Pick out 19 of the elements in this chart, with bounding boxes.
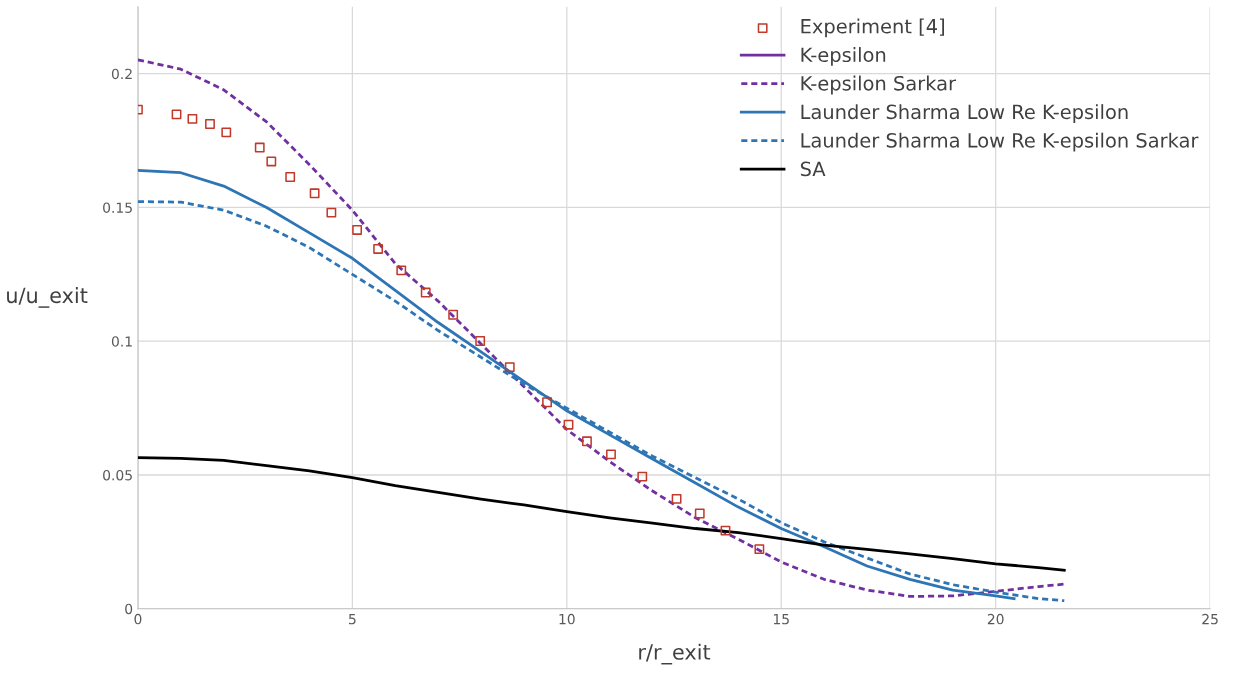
x-axis-title: r/r_exit	[639, 643, 711, 665]
legend-label: K-epsilon	[801, 47, 886, 66]
y-axis-title: u/u_exit	[7, 287, 88, 308]
x-tick-label: 10	[559, 613, 575, 625]
x-tick-label: 15	[773, 614, 789, 625]
legend-label: Experiment [4]	[801, 18, 944, 38]
x-tick-label: 25	[1202, 613, 1218, 625]
y-tick-label: 0.15	[103, 202, 132, 213]
x-tick-label: 5	[349, 614, 356, 625]
y-tick-label: 0	[125, 603, 133, 615]
x-tick-label: 20	[987, 613, 1004, 625]
x-tick-label: 0	[134, 613, 142, 625]
legend-label: Launder Sharma Low Re K-epsilon	[801, 104, 1128, 123]
y-tick-label: 0.2	[111, 68, 132, 80]
y-tick-label: 0.05	[103, 469, 132, 481]
legend-label: Launder Sharma Low Re K-epsilon Sarkar	[801, 132, 1199, 152]
legend-label: K-epsilon Sarkar	[801, 75, 957, 95]
y-tick-label: 0.1	[111, 336, 132, 347]
legend-label: SA	[800, 161, 826, 177]
